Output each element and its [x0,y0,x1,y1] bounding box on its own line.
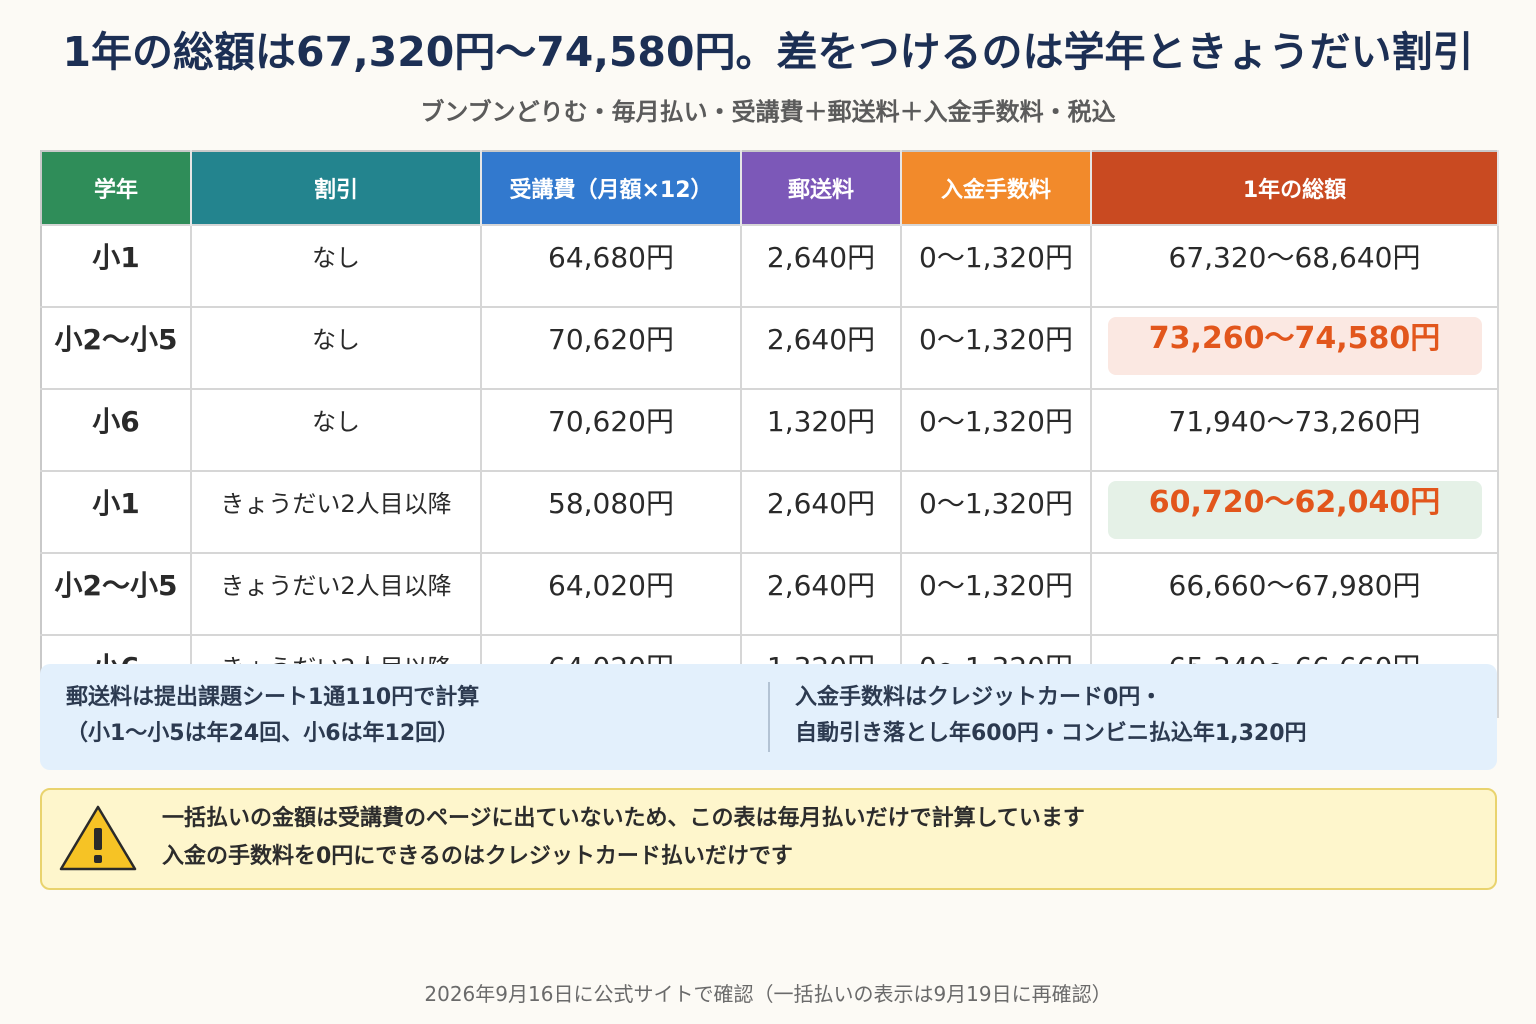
cell-total: 66,660〜67,980円 [1091,552,1499,635]
table-row: 小2〜小5 なし 70,620円 2,640円 0〜1,320円 73,260〜… [41,306,1499,389]
cell-total: 71,940〜73,260円 [1091,388,1499,471]
cell-fee: 70,620円 [481,388,742,471]
fee-notes-box: 郵送料は提出課題シート1通110円で計算 （小1〜小5は年24回、小6は年12回… [40,664,1497,770]
cell-total: 67,320〜68,640円 [1091,224,1499,307]
cell-discount: きょうだい2人目以降 [191,470,482,553]
table-row: 小1 きょうだい2人目以降 58,080円 2,640円 0〜1,320円 60… [41,470,1499,553]
cell-grade: 小6 [41,388,192,471]
warning-line: 入金の手数料を0円にできるのはクレジットカード払いだけです [162,844,793,869]
min-total-highlight: 60,720〜62,040円 [1107,481,1482,539]
cell-discount: なし [191,306,482,389]
cell-grade: 小2〜小5 [41,306,192,389]
cell-postage: 2,640円 [741,552,902,635]
cell-postage: 2,640円 [741,470,902,553]
header-payment-fee: 入金手数料 [901,151,1092,225]
cell-fee: 70,620円 [481,306,742,389]
postage-note-line: （小1〜小5は年24回、小6は年12回） [66,721,460,746]
warning-line: 一括払いの金額は受講費のページに出ていないため、この表は毎月払いだけで計算してい… [162,806,1085,831]
header-grade: 学年 [41,151,192,225]
table-row: 小6 なし 70,620円 1,320円 0〜1,320円 71,940〜73,… [41,388,1499,471]
header-fee: 受講費（月額×12） [481,151,742,225]
fee-table: 学年 割引 受講費（月額×12） 郵送料 入金手数料 1年の総額 小1 なし 6… [40,150,1499,718]
cell-discount: なし [191,388,482,471]
cell-grade: 小1 [41,470,192,553]
page-title: 1年の総額は67,320円〜74,580円。差をつけるのは学年ときょうだい割引 [62,28,1474,76]
cell-fee: 58,080円 [481,470,742,553]
table-row: 小1 なし 64,680円 2,640円 0〜1,320円 67,320〜68,… [41,224,1499,307]
postage-note: 郵送料は提出課題シート1通110円で計算 （小1〜小5は年24回、小6は年12回… [66,680,479,752]
cell-total-highlight: 60,720〜62,040円 [1091,470,1499,553]
cell-payment-fee: 0〜1,320円 [901,388,1092,471]
cell-payment-fee: 0〜1,320円 [901,306,1092,389]
max-total-highlight: 73,260〜74,580円 [1107,317,1482,375]
cell-fee: 64,680円 [481,224,742,307]
cell-postage: 1,320円 [741,388,902,471]
notes-divider [768,682,770,752]
header-total: 1年の総額 [1091,151,1499,225]
cell-postage: 2,640円 [741,224,902,307]
warning-box: 一括払いの金額は受講費のページに出ていないため、この表は毎月払いだけで計算してい… [40,788,1497,890]
footer-note: 2026年9月16日に公式サイトで確認（一括払いの表示は9月19日に再確認） [424,982,1112,1006]
warning-icon [59,805,137,871]
payment-fee-note: 入金手数料はクレジットカード0円・ 自動引き落とし年600円・コンビニ払込年1,… [795,680,1307,752]
cell-discount: なし [191,224,482,307]
cell-discount: きょうだい2人目以降 [191,552,482,635]
cell-payment-fee: 0〜1,320円 [901,224,1092,307]
page-subtitle: ブンブンどりむ・毎月払い・受講費＋郵送料＋入金手数料・税込 [420,98,1116,126]
warning-text: 一括払いの金額は受講費のページに出ていないため、この表は毎月払いだけで計算してい… [162,800,1085,876]
payment-fee-note-line: 自動引き落とし年600円・コンビニ払込年1,320円 [795,721,1307,746]
cell-fee: 64,020円 [481,552,742,635]
header-postage: 郵送料 [741,151,902,225]
postage-note-line: 郵送料は提出課題シート1通110円で計算 [66,685,480,710]
cell-payment-fee: 0〜1,320円 [901,552,1092,635]
cell-grade: 小2〜小5 [41,552,192,635]
table-row: 小2〜小5 きょうだい2人目以降 64,020円 2,640円 0〜1,320円… [41,552,1499,635]
payment-fee-note-line: 入金手数料はクレジットカード0円・ [795,685,1163,710]
cell-total-highlight: 73,260〜74,580円 [1091,306,1499,389]
cell-postage: 2,640円 [741,306,902,389]
cell-grade: 小1 [41,224,192,307]
header-discount: 割引 [191,151,482,225]
table-header-row: 学年 割引 受講費（月額×12） 郵送料 入金手数料 1年の総額 [41,151,1499,225]
cell-payment-fee: 0〜1,320円 [901,470,1092,553]
